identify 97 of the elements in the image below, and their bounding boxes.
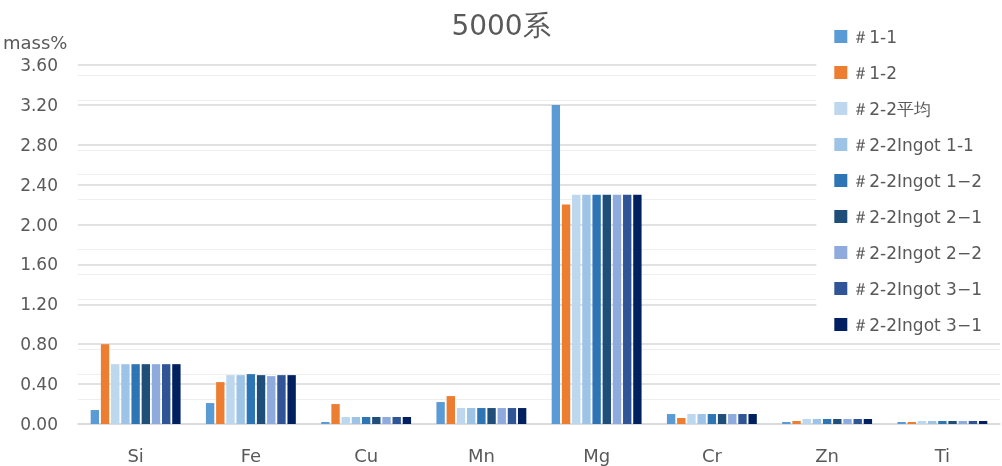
bar <box>372 417 381 424</box>
bar <box>392 417 401 424</box>
bar <box>517 408 527 424</box>
bar <box>226 375 235 424</box>
bar <box>467 408 476 424</box>
bar <box>833 419 842 424</box>
bar <box>677 418 686 424</box>
bar <box>561 204 571 424</box>
bar <box>446 396 455 424</box>
bar <box>802 419 811 424</box>
x-tick-label: Mn <box>467 444 495 466</box>
bar <box>121 364 130 424</box>
bar <box>141 364 150 424</box>
bar <box>162 364 171 424</box>
bar <box>863 419 873 424</box>
bar <box>958 421 967 424</box>
bar <box>236 375 245 424</box>
legend-label: ＃1-2 <box>852 62 898 83</box>
bar <box>487 408 496 424</box>
x-tick-label: Zn <box>815 444 839 466</box>
bar <box>728 414 737 424</box>
bar <box>131 364 140 424</box>
y-tick-label: 0.80 <box>20 334 58 355</box>
legend-label: ＃2-2平均 <box>852 98 932 119</box>
bar <box>968 421 978 424</box>
bar <box>402 417 412 424</box>
bar <box>351 417 361 424</box>
bar <box>456 408 466 424</box>
legend-label: ＃2-2Ingot 3−1 <box>852 314 983 335</box>
bar <box>382 417 391 424</box>
bar <box>172 364 181 424</box>
x-tick-label: Si <box>127 444 144 466</box>
bar <box>111 364 120 424</box>
y-tick-label: 2.00 <box>20 214 58 235</box>
y-tick-label: 0.40 <box>20 374 58 395</box>
bar <box>738 414 747 424</box>
bar <box>843 419 852 424</box>
legend-label: ＃2-2Ingot 1-1 <box>852 134 974 155</box>
bar <box>633 194 642 424</box>
bar <box>928 421 937 424</box>
bar <box>361 417 371 424</box>
chart-title: 5000系 <box>451 8 551 42</box>
bar <box>853 419 862 424</box>
bar <box>687 414 696 424</box>
bar <box>151 364 161 424</box>
bar <box>477 408 486 424</box>
bar <box>612 194 622 424</box>
bar <box>277 375 286 424</box>
legend-label: ＃1-1 <box>852 26 898 47</box>
y-tick-label: 3.60 <box>20 55 58 75</box>
bar <box>707 414 717 424</box>
bar <box>938 421 947 424</box>
legend-label: ＃2-2Ingot 2−1 <box>852 206 983 227</box>
legend-label: ＃2-2Ingot 1−2 <box>852 170 983 191</box>
bar <box>582 194 591 424</box>
bar <box>792 421 801 424</box>
bar <box>497 408 506 424</box>
bar <box>978 421 988 424</box>
bar <box>331 404 340 424</box>
bar <box>602 194 611 424</box>
bar <box>287 375 296 424</box>
bar <box>948 421 957 424</box>
bar <box>572 194 581 424</box>
bar <box>507 408 517 424</box>
bar <box>216 382 225 424</box>
bar <box>436 402 445 424</box>
y-tick-label: 0.00 <box>20 414 58 434</box>
bar <box>100 344 110 424</box>
bar <box>551 104 561 424</box>
bar <box>246 374 256 424</box>
y-tick-label: 2.80 <box>20 134 58 155</box>
x-tick-label: Fe <box>240 444 262 466</box>
bar <box>90 410 100 424</box>
x-tick-label: Ti <box>933 444 951 466</box>
legend-label: ＃2-2Ingot 2−2 <box>852 242 983 263</box>
legend-label: ＃2-2Ingot 3−1 <box>852 278 983 299</box>
y-tick-label: 1.20 <box>20 294 58 315</box>
x-tick-label: Mg <box>583 444 611 466</box>
bar <box>917 421 927 424</box>
y-tick-label: 2.40 <box>20 174 58 195</box>
bar <box>822 419 832 424</box>
bar <box>812 419 822 424</box>
y-axis-title: mass% <box>3 31 68 53</box>
bar <box>205 403 215 424</box>
y-tick-label: 3.20 <box>20 94 58 115</box>
bar <box>666 414 676 424</box>
x-tick-label: Cu <box>354 444 379 466</box>
y-tick-label: 1.60 <box>20 254 58 275</box>
bar <box>717 414 727 424</box>
bar <box>267 376 276 424</box>
bar <box>592 194 601 424</box>
bar <box>697 414 706 424</box>
bar <box>256 375 266 424</box>
bar <box>748 414 757 424</box>
x-tick-label: Cr <box>701 444 723 466</box>
bar <box>341 417 350 424</box>
bar <box>623 194 632 424</box>
